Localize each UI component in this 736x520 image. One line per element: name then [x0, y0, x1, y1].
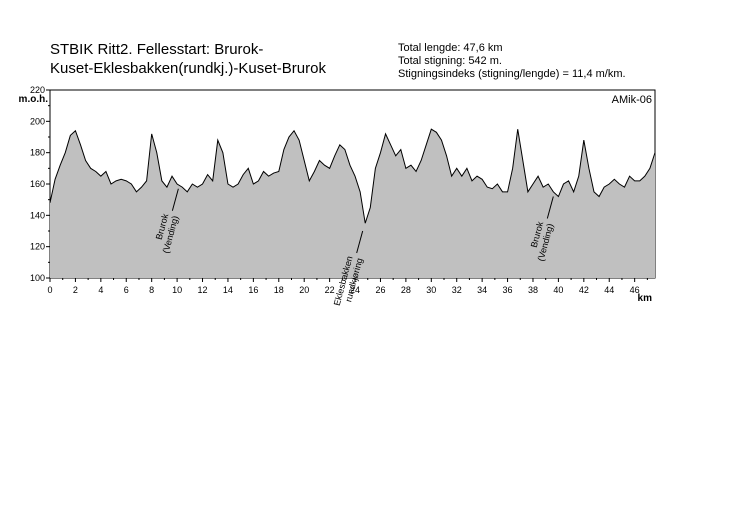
x-tick-label: 30 [426, 285, 436, 295]
x-tick-label: 18 [274, 285, 284, 295]
x-tick-label: 20 [299, 285, 309, 295]
y-tick-label: 140 [30, 210, 45, 220]
y-tick-label: 120 [30, 242, 45, 252]
x-tick-label: 28 [401, 285, 411, 295]
annotation-leader [171, 188, 179, 211]
x-tick-label: 16 [248, 285, 258, 295]
y-tick-label: 200 [30, 116, 45, 126]
y-tick-label: 100 [30, 273, 45, 283]
x-tick-label: 34 [477, 285, 487, 295]
chart-title-line1: STBIK Ritt2. Fellesstart: Brurok- [50, 41, 264, 58]
y-tick-label: 180 [30, 148, 45, 158]
axes-layer: 0 2 4 6 8 10 12 14 16 18 20 22 24 26 28 30 32 34 36 38 40 42 4… [30, 85, 648, 295]
climb-index-label: Stigningsindeks (stigning/lengde) = 11,4… [398, 68, 626, 80]
x-tick-label: 22 [325, 285, 335, 295]
elevation-area-layer [49, 128, 656, 278]
x-tick-label: 46 [630, 285, 640, 295]
x-tick-label: 40 [553, 285, 563, 295]
x-tick-label: 24 [350, 285, 360, 295]
elevation-line [49, 128, 656, 224]
x-tick-label: 44 [604, 285, 614, 295]
x-tick-label: 26 [375, 285, 385, 295]
y-tick-label: 160 [30, 179, 45, 189]
x-tick-label: 6 [124, 285, 129, 295]
y-tick-label: 220 [30, 85, 45, 95]
x-tick-label: 12 [198, 285, 208, 295]
x-tick-label: 4 [98, 285, 103, 295]
chart-title-line2: Kuset-Eklesbakken(rundkj.)-Kuset-Brurok [50, 60, 326, 77]
total-climb-label: Total stigning: 542 m. [398, 55, 502, 67]
x-axis-label: km [638, 293, 653, 304]
annotation-leader [356, 230, 364, 254]
watermark-label: AMik-06 [612, 94, 652, 106]
x-tick-label: 2 [73, 285, 78, 295]
x-tick-label: 32 [452, 285, 462, 295]
total-length-label: Total lengde: 47,6 km [398, 42, 503, 54]
x-tick-label: 42 [579, 285, 589, 295]
y-axis-label: m.o.h. [19, 94, 49, 105]
elevation-area [50, 129, 655, 278]
x-tick-label: 38 [528, 285, 538, 295]
x-tick-label: 0 [47, 285, 52, 295]
x-tick-label: 8 [149, 285, 154, 295]
annotation-leader [546, 196, 554, 219]
x-tick-label: 36 [503, 285, 513, 295]
x-tick-label: 10 [172, 285, 182, 295]
x-tick-label: 14 [223, 285, 233, 295]
